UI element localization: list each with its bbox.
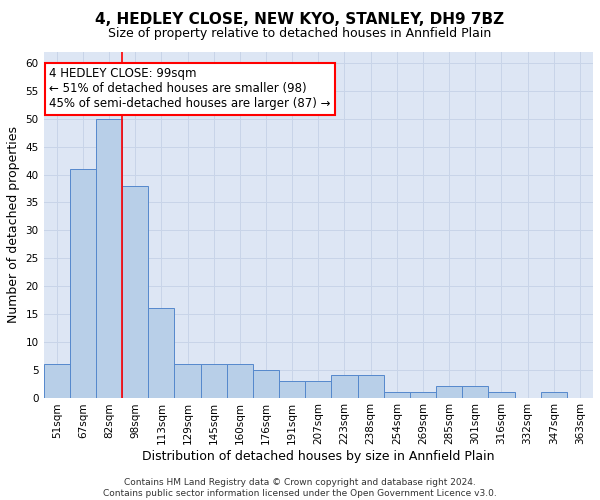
Text: 4 HEDLEY CLOSE: 99sqm
← 51% of detached houses are smaller (98)
45% of semi-deta: 4 HEDLEY CLOSE: 99sqm ← 51% of detached …: [49, 68, 331, 110]
Bar: [331, 375, 358, 398]
Bar: [279, 381, 305, 398]
Bar: [253, 370, 279, 398]
Bar: [358, 375, 384, 398]
Bar: [462, 386, 488, 398]
Bar: [227, 364, 253, 398]
Bar: [410, 392, 436, 398]
Bar: [148, 308, 175, 398]
Text: 4, HEDLEY CLOSE, NEW KYO, STANLEY, DH9 7BZ: 4, HEDLEY CLOSE, NEW KYO, STANLEY, DH9 7…: [95, 12, 505, 28]
Bar: [305, 381, 331, 398]
X-axis label: Distribution of detached houses by size in Annfield Plain: Distribution of detached houses by size …: [142, 450, 494, 463]
Y-axis label: Number of detached properties: Number of detached properties: [7, 126, 20, 323]
Bar: [436, 386, 462, 398]
Text: Size of property relative to detached houses in Annfield Plain: Size of property relative to detached ho…: [109, 28, 491, 40]
Bar: [200, 364, 227, 398]
Bar: [541, 392, 567, 398]
Bar: [70, 169, 96, 398]
Bar: [384, 392, 410, 398]
Bar: [488, 392, 515, 398]
Bar: [122, 186, 148, 398]
Bar: [96, 119, 122, 398]
Bar: [175, 364, 200, 398]
Text: Contains HM Land Registry data © Crown copyright and database right 2024.
Contai: Contains HM Land Registry data © Crown c…: [103, 478, 497, 498]
Bar: [44, 364, 70, 398]
